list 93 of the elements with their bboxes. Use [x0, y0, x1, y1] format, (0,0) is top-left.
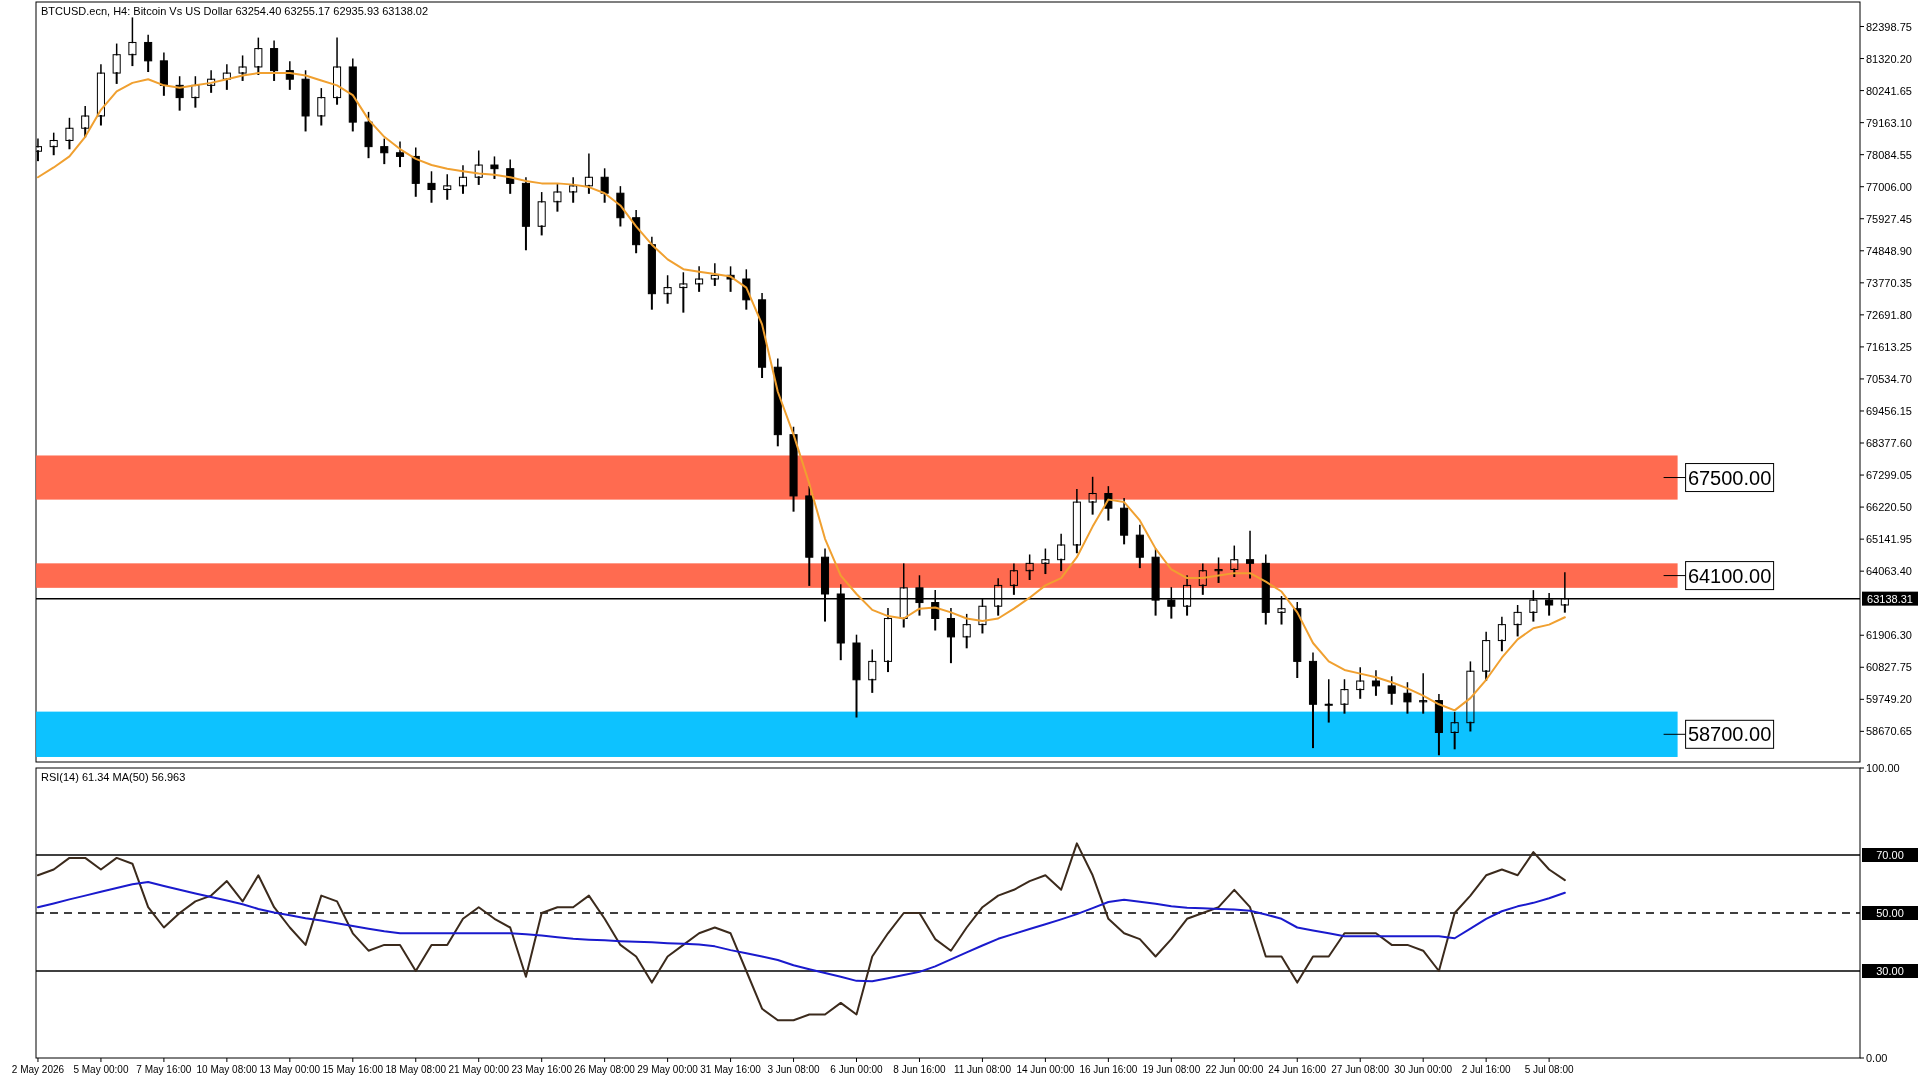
band-label: 58700.00 [1687, 723, 1772, 746]
y-tick-label: 73770.35 [1866, 276, 1912, 289]
ref-line-label: 63138.31 [1867, 592, 1913, 605]
ref-line-label: 50.00 [1876, 907, 1904, 919]
y-tick-label: 81320.20 [1866, 52, 1912, 65]
x-tick-label: 16 Jun 16:00 [1079, 1064, 1138, 1075]
candlestick [1198, 563, 1207, 595]
x-tick-label: 8 Jun 16:00 [893, 1064, 947, 1075]
y-tick-label: 77006.00 [1866, 180, 1912, 193]
candlestick [1356, 667, 1365, 699]
y-tick-label: 0.00 [1866, 1052, 1888, 1064]
candlestick [1308, 652, 1318, 749]
candlestick [946, 607, 955, 664]
y-tick-label: 79163.10 [1866, 116, 1912, 129]
candlestick [348, 58, 357, 132]
band-label: 67500.00 [1687, 466, 1772, 489]
candlestick [1324, 679, 1333, 723]
y-tick-label: 78084.55 [1866, 148, 1912, 161]
candlestick [1057, 533, 1066, 572]
y-tick-label: 69456.15 [1866, 404, 1912, 417]
y-tick-label: 71613.25 [1866, 340, 1912, 353]
candlestick [521, 177, 530, 251]
x-tick-label: 10 May 08:00 [196, 1064, 258, 1075]
x-tick-label: 3 Jun 08:00 [767, 1064, 821, 1075]
x-tick-label: 6 Jun 00:00 [830, 1064, 884, 1075]
candlestick [333, 37, 342, 105]
x-tick-label: 14 Jun 00:00 [1016, 1064, 1075, 1075]
x-tick-label: 11 Jun 08:00 [953, 1064, 1012, 1075]
y-tick-label: 80241.65 [1866, 84, 1912, 97]
line-series [36, 842, 1566, 1022]
y-tick-label: 65141.95 [1866, 533, 1912, 546]
candlestick [1120, 498, 1129, 545]
x-tick-label: 7 May 16:00 [136, 1064, 192, 1075]
x-tick-label: 13 May 00:00 [259, 1064, 321, 1075]
candlestick [411, 147, 420, 197]
y-tick-label: 75927.45 [1866, 212, 1912, 225]
y-tick-label: 58670.65 [1866, 725, 1912, 738]
y-tick-label: 67299.05 [1866, 469, 1912, 482]
x-tick-label: 2 May 2026 [11, 1064, 65, 1075]
y-tick-label: 64063.40 [1866, 565, 1912, 578]
ref-line-label: 30.00 [1876, 965, 1904, 977]
x-tick-label: 29 May 00:00 [637, 1064, 699, 1075]
y-tick-label: 82398.75 [1866, 20, 1912, 33]
candlestick [758, 293, 767, 378]
candlestick [159, 52, 168, 96]
x-tick-label: 23 May 16:00 [511, 1064, 573, 1075]
candlestick [1419, 673, 1428, 714]
x-tick-label: 26 May 08:00 [574, 1064, 636, 1075]
y-tick-label: 72691.80 [1866, 308, 1912, 321]
candlestick [695, 266, 704, 292]
candlestick [128, 17, 137, 67]
candlestick [1497, 616, 1506, 652]
candlestick [222, 64, 231, 90]
candlestick [1434, 694, 1443, 756]
candlestick [883, 607, 893, 673]
y-tick-label: 61906.30 [1866, 629, 1912, 642]
candlestick [1009, 563, 1018, 595]
candlestick [458, 165, 468, 194]
candlestick [868, 649, 877, 693]
candlestick [96, 64, 105, 126]
ref-line-label: 70.00 [1876, 849, 1904, 861]
x-tick-label: 2 Jul 16:00 [1461, 1064, 1512, 1075]
x-tick-label: 24 Jun 16:00 [1268, 1064, 1327, 1075]
x-tick-label: 22 Jun 00:00 [1205, 1064, 1264, 1075]
candlestick [569, 177, 578, 203]
y-tick-label: 68377.60 [1866, 437, 1912, 450]
chart-title: BTCUSD.ecn, H4: Bitcoin Vs US Dollar 63254.40 63255.17 62935.93 63138.02 [41, 5, 429, 17]
y-tick-label: 59749.20 [1866, 693, 1912, 706]
candlestick [207, 70, 216, 93]
x-tick-label: 30 Jun 00:00 [1394, 1064, 1453, 1075]
y-tick-label: 74848.90 [1866, 244, 1912, 257]
x-tick-label: 19 Jun 08:00 [1142, 1064, 1201, 1075]
candlestick [443, 174, 452, 200]
y-tick-label: 66220.50 [1866, 501, 1912, 514]
band-label: 64100.00 [1687, 564, 1772, 587]
y-tick-label: 100.00 [1866, 762, 1900, 774]
x-tick-label: 31 May 16:00 [700, 1064, 762, 1075]
candlestick [1371, 670, 1380, 696]
x-tick-label: 5 May 00:00 [73, 1064, 129, 1075]
x-tick-label: 15 May 16:00 [322, 1064, 384, 1075]
y-tick-label: 60827.75 [1866, 661, 1912, 674]
chart-title: RSI(14) 61.34 MA(50) 56.963 [41, 771, 186, 783]
line-series [36, 880, 1566, 983]
x-tick-label: 5 Jul 08:00 [1524, 1064, 1575, 1075]
candlestick [710, 263, 719, 286]
candlestick [647, 236, 656, 310]
candlestick [1072, 489, 1081, 554]
x-tick-label: 21 May 00:00 [448, 1064, 510, 1075]
x-tick-label: 27 Jun 08:00 [1331, 1064, 1390, 1075]
candlestick [144, 34, 153, 73]
x-tick-label: 18 May 08:00 [385, 1064, 447, 1075]
candlestick [1135, 524, 1144, 569]
y-tick-label: 70534.70 [1866, 372, 1912, 385]
